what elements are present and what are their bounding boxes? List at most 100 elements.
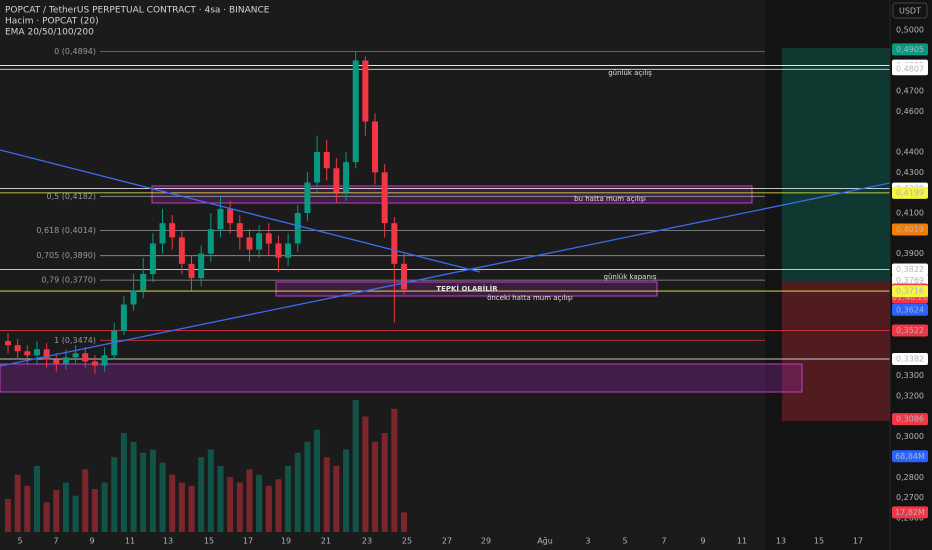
x-tick-label: 11 [125, 537, 135, 546]
candle-body [401, 263, 407, 290]
price-badge-label: 0,3624 [896, 305, 924, 314]
x-tick-label: Ağu [537, 537, 553, 546]
x-tick-label: 13 [163, 537, 173, 546]
price-badge [892, 285, 928, 298]
candle-body [275, 243, 282, 258]
price-badge-label: 0,3086 [896, 415, 924, 424]
price-badge [892, 303, 928, 316]
zone [0, 363, 803, 393]
candle-body [14, 345, 21, 352]
indicator-label: EMA 20/50/100/200 [5, 28, 94, 38]
currency[interactable]: USDT [899, 7, 921, 16]
x-tick-label: 7 [53, 537, 58, 546]
candle-body [62, 357, 69, 364]
candle-body [101, 355, 108, 366]
price-badge-label: 0,4905 [896, 45, 924, 54]
candle-body [169, 223, 176, 238]
volume-bar [130, 441, 137, 532]
candle-body [53, 359, 60, 364]
volume-badge-label: 17,82M [895, 508, 925, 517]
y-tick-label: 0,3300 [896, 371, 924, 380]
price-badge-label: 0,3522 [896, 326, 924, 335]
volume-bar [120, 433, 127, 532]
price-badge [892, 352, 928, 365]
volume-bar [275, 479, 282, 532]
volume-bar [294, 452, 301, 532]
x-tick-label: 15 [814, 537, 824, 546]
y-tick-label: 0,4400 [896, 148, 924, 157]
candle-body [352, 60, 359, 163]
candle-body [149, 243, 156, 274]
y-tick-label: 0,4100 [896, 209, 924, 218]
candle-body [265, 233, 272, 244]
candle-body [294, 213, 301, 244]
zone [151, 185, 753, 204]
candle-body [323, 152, 330, 169]
fib-label: 0,618 (0,4014) [36, 226, 96, 235]
price-badge-label: 0,4019 [896, 225, 924, 234]
price-badge [892, 43, 928, 56]
zone [275, 281, 658, 297]
volume-bar [198, 457, 205, 532]
volume-bar [188, 485, 195, 532]
volume-bar [304, 441, 311, 532]
price-badge [892, 223, 928, 236]
volume-bar [91, 489, 98, 532]
candle-body [333, 168, 340, 193]
volume-bar [178, 482, 185, 532]
volume-bar [169, 474, 176, 532]
currency-button[interactable] [892, 2, 928, 19]
candle-body [82, 353, 89, 362]
volume-bar [227, 477, 234, 532]
volume-bar [149, 449, 156, 532]
volume-bar [53, 490, 60, 532]
x-tick-label: 11 [737, 537, 747, 546]
price-badge-label: 0,4199 [896, 188, 924, 197]
x-tick-label: 15 [204, 537, 214, 546]
price-badge [892, 186, 928, 199]
x-tick-label: 5 [622, 537, 627, 546]
volume-bar [256, 474, 263, 532]
volume-bar [246, 469, 253, 532]
candle-body [24, 351, 31, 356]
target-zone [782, 48, 890, 282]
volume-bar [362, 416, 369, 532]
volume-badge [892, 450, 928, 463]
x-tick-label: 13 [776, 537, 786, 546]
volume-bar [207, 449, 214, 532]
stop-zone [782, 282, 890, 421]
price-badge-label: 0,3382 [896, 354, 924, 363]
annotation: TEPKİ OLABİLİR [436, 284, 498, 293]
y-tick-label: 0,4300 [896, 168, 924, 177]
x-tick-label: 19 [281, 537, 291, 546]
volume-bar [323, 457, 330, 532]
x-tick-label: 23 [362, 537, 372, 546]
volume-bar [24, 485, 31, 532]
candle-body [236, 223, 243, 238]
candle-body [43, 349, 50, 360]
y-tick-label: 0,4700 [896, 87, 924, 96]
x-tick-label: 5 [17, 537, 22, 546]
candle-body [91, 361, 98, 366]
x-tick-label: 21 [321, 537, 331, 546]
y-tick-label: 0,2800 [896, 473, 924, 482]
price-badge-label: 0,3822 [896, 265, 924, 274]
trend-line [0, 182, 891, 367]
x-tick-label: 7 [661, 537, 666, 546]
price-badge-label: 0,3769 [896, 276, 924, 285]
annotation: günlük açılış [608, 69, 652, 77]
price-badge [892, 324, 928, 337]
candle-body [130, 290, 137, 305]
volume-bar [352, 400, 359, 532]
candle-body [188, 263, 195, 279]
price-badge [892, 274, 928, 287]
history-area [0, 0, 765, 550]
candle-body [140, 274, 147, 291]
x-tick-label: 29 [481, 537, 491, 546]
candle-body [217, 208, 224, 230]
candle-body [227, 208, 234, 224]
y-tick-label: 0,5000 [896, 26, 924, 35]
candle-body [314, 152, 321, 183]
x-tick-label: 25 [402, 537, 412, 546]
